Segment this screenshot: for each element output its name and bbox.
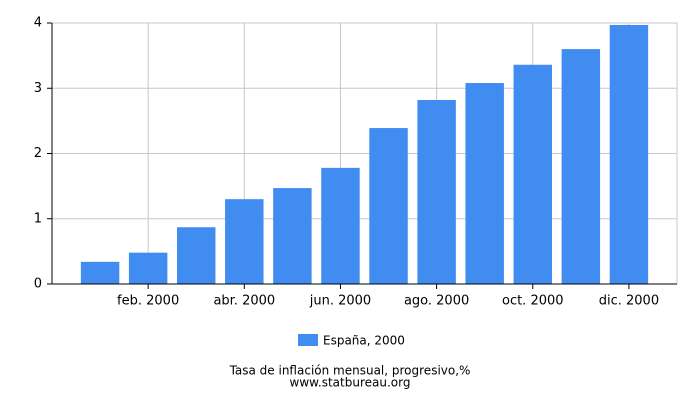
y-tick-label: 3 bbox=[34, 81, 42, 96]
x-tick-label: feb. 2000 bbox=[117, 294, 179, 309]
y-tick-label: 4 bbox=[34, 16, 42, 31]
bar bbox=[321, 167, 360, 284]
x-tick-label: jun. 2000 bbox=[309, 294, 371, 309]
bar bbox=[225, 199, 264, 284]
bar bbox=[273, 188, 312, 284]
bar bbox=[128, 252, 168, 284]
y-tick-label: 1 bbox=[34, 211, 42, 226]
x-tick-label: abr. 2000 bbox=[213, 294, 275, 309]
bar bbox=[80, 261, 120, 284]
bar bbox=[513, 64, 552, 284]
x-tick-label: ago. 2000 bbox=[404, 294, 469, 309]
x-tick-label: oct. 2000 bbox=[502, 294, 564, 309]
y-tick-label: 2 bbox=[34, 146, 42, 161]
legend-label: España, 2000 bbox=[323, 334, 405, 348]
source: www.statbureau.org bbox=[290, 376, 411, 390]
bar bbox=[177, 227, 216, 284]
bar bbox=[417, 99, 456, 285]
bar bbox=[561, 49, 601, 284]
bar bbox=[369, 128, 408, 284]
caption: Tasa de inflación mensual, progresivo,% bbox=[229, 364, 471, 378]
bar bbox=[609, 24, 649, 285]
legend-swatch bbox=[298, 334, 318, 346]
bar bbox=[465, 83, 504, 284]
y-tick-label: 0 bbox=[34, 277, 42, 292]
x-tick-label: dic. 2000 bbox=[599, 294, 659, 309]
